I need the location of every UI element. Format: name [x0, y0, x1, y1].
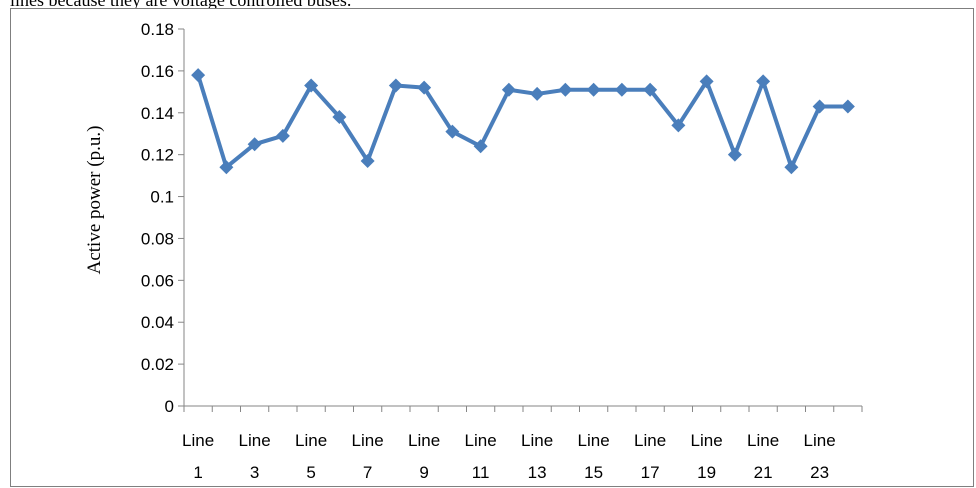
axes: [178, 28, 863, 412]
y-tick-label: 0.16: [141, 62, 174, 81]
x-tick-labels: Line 1 Line 3 Line 5 Line 7 Line 9 Line 11 Line 13 Lin…: [182, 431, 836, 482]
x-tick-label: Line: [239, 431, 271, 450]
x-tick-label: 19: [697, 463, 716, 482]
x-tick-label: Line: [578, 431, 610, 450]
caption-text: lines because they are voltage controlle…: [10, 0, 352, 10]
data-point-marker: [247, 137, 262, 152]
x-tick-label: 13: [528, 463, 547, 482]
data-point-marker: [812, 99, 827, 114]
y-tick-label: 0.02: [141, 355, 174, 374]
x-tick-label: Line: [747, 431, 779, 450]
x-tick-label: 23: [810, 463, 829, 482]
data-point-marker: [643, 82, 658, 97]
y-tick-label: 0.12: [141, 146, 174, 165]
y-tick-label: 0.14: [141, 104, 174, 123]
data-point-marker: [360, 153, 375, 168]
x-tick-label: Line: [691, 431, 723, 450]
y-tick-labels: 0 0.02 0.04 0.06 0.08 0.1 0.12 0.14 0.16 0.18: [141, 20, 174, 416]
data-point-marker: [727, 147, 742, 162]
x-tick-label: Line: [804, 431, 836, 450]
data-point-marker: [501, 82, 516, 97]
chart-frame: [10, 8, 974, 487]
x-tick-label: 17: [641, 463, 660, 482]
x-tick-label: 11: [472, 463, 490, 482]
data-point-marker: [586, 82, 601, 97]
data-point-marker: [445, 124, 460, 139]
x-tick-label: 9: [419, 463, 428, 482]
data-point-marker: [530, 86, 545, 101]
data-point-marker: [671, 118, 686, 133]
data-point-marker: [332, 109, 347, 124]
data-point-marker: [304, 78, 319, 93]
y-tick-label: 0: [165, 397, 174, 416]
x-tick-label: Line: [521, 431, 553, 450]
x-tick-label: Line: [408, 431, 440, 450]
x-tick-label: 21: [754, 463, 773, 482]
x-tick-label: 15: [584, 463, 603, 482]
series-line: [196, 74, 848, 170]
data-point-marker: [558, 82, 573, 97]
data-point-marker: [417, 80, 432, 95]
data-point-marker: [614, 82, 629, 97]
x-tick-label: Line: [634, 431, 666, 450]
data-point-marker: [219, 160, 234, 175]
x-tick-label: 7: [363, 463, 372, 482]
x-tick-label: 1: [193, 463, 202, 482]
data-point-marker: [473, 139, 488, 154]
data-point-marker: [756, 74, 771, 89]
series: [191, 68, 855, 175]
y-tick-label: 0.04: [141, 313, 174, 332]
x-tick-label: 5: [306, 463, 315, 482]
y-tick-label: 0.06: [141, 271, 174, 290]
x-tick-label: Line: [295, 431, 327, 450]
y-tick-label: 0.18: [141, 20, 174, 39]
x-tick-label: Line: [182, 431, 214, 450]
x-tick-label: Line: [465, 431, 497, 450]
y-axis-label: Active power (p.u.): [84, 126, 105, 275]
x-tick-label: Line: [352, 431, 384, 450]
data-point-marker: [840, 99, 855, 114]
x-tick-label: 3: [250, 463, 259, 482]
data-point-marker: [699, 74, 714, 89]
data-point-marker: [191, 68, 206, 83]
data-point-marker: [275, 128, 290, 143]
y-tick-label: 0.1: [150, 188, 174, 207]
y-tick-label: 0.08: [141, 229, 174, 248]
data-point-marker: [388, 78, 403, 93]
data-point-marker: [784, 160, 799, 175]
